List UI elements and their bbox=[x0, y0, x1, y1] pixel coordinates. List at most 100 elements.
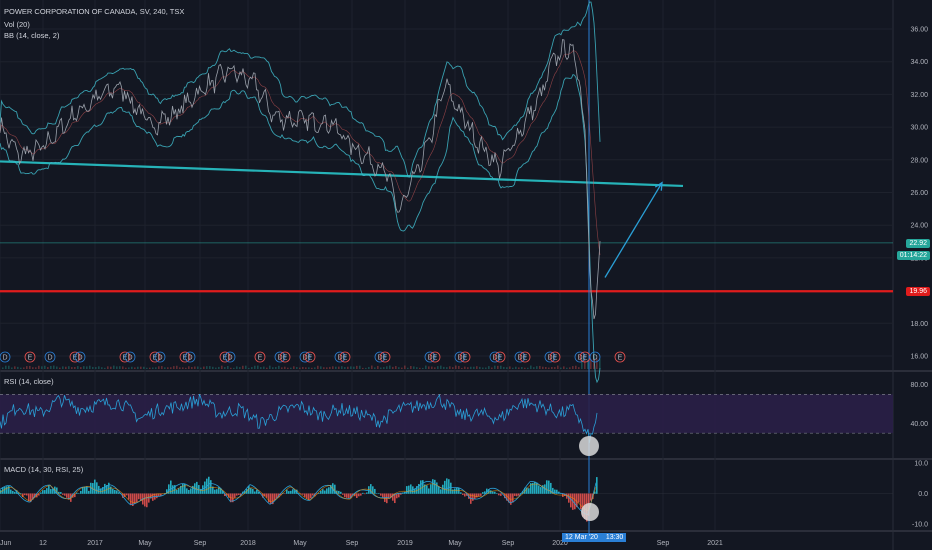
volume-bar bbox=[371, 365, 373, 369]
volume-bar bbox=[374, 367, 376, 369]
rsi-pane bbox=[0, 393, 893, 456]
rsi-legend[interactable]: RSI (14, close) bbox=[4, 377, 54, 386]
macd-histogram-bar bbox=[126, 493, 128, 496]
macd-histogram-bar bbox=[176, 489, 178, 494]
volume-bar bbox=[86, 366, 88, 369]
macd-histogram-bar bbox=[280, 493, 282, 496]
macd-histogram-bar bbox=[102, 487, 104, 494]
volume-bar bbox=[266, 367, 268, 369]
macd-histogram-bar bbox=[480, 493, 482, 496]
dividend-marker bbox=[274, 351, 286, 363]
x-tick-label: 2020 bbox=[552, 540, 568, 547]
dividend-marker bbox=[184, 351, 196, 363]
chart-title[interactable]: POWER CORPORATION OF CANADA, SV, 240, TS… bbox=[4, 7, 185, 16]
macd-histogram-bar bbox=[396, 493, 398, 499]
volume-bar bbox=[518, 367, 520, 369]
macd-histogram-bar bbox=[140, 493, 142, 502]
volume-bar bbox=[440, 365, 442, 369]
macd-histogram-bar bbox=[394, 493, 396, 504]
macd-histogram-bar bbox=[376, 493, 378, 494]
volume-bar bbox=[464, 366, 466, 369]
volume-bar bbox=[392, 366, 394, 369]
macd-histogram-bar bbox=[440, 489, 442, 494]
volume-bar bbox=[581, 357, 583, 369]
volume-bar bbox=[368, 366, 370, 369]
macd-line bbox=[0, 480, 597, 516]
macd-histogram-bar bbox=[452, 489, 454, 494]
macd-histogram-bar bbox=[370, 484, 372, 494]
volume-bar bbox=[191, 367, 193, 369]
y-tick-label: 30.00 bbox=[910, 125, 928, 132]
volume-bar bbox=[56, 366, 58, 369]
volume-bar bbox=[263, 366, 265, 369]
macd-histogram-bar bbox=[568, 493, 570, 503]
x-tick-label: May bbox=[138, 540, 152, 547]
earnings-marker-label: E bbox=[553, 355, 558, 362]
macd-histogram-bar bbox=[270, 493, 272, 504]
macd-histogram-bar bbox=[250, 488, 252, 494]
macd-histogram-bar bbox=[256, 489, 258, 494]
volume-bar bbox=[188, 366, 190, 369]
macd-histogram-bar bbox=[212, 486, 214, 494]
volume-bar bbox=[554, 367, 556, 369]
x-tick-label: May bbox=[448, 540, 462, 547]
volume-bar bbox=[524, 367, 526, 369]
projection-arrow-head bbox=[654, 181, 663, 191]
dividend-marker bbox=[0, 351, 11, 363]
volume-bar bbox=[326, 367, 328, 369]
x-tick-label: 2019 bbox=[397, 540, 413, 547]
volume-bar bbox=[107, 366, 109, 369]
volume-bar bbox=[14, 366, 16, 369]
volume-bar bbox=[110, 366, 112, 369]
volume-bar bbox=[137, 366, 139, 369]
rsi-tick-label: 80.00 bbox=[910, 382, 928, 389]
macd-histogram-bar bbox=[32, 493, 34, 500]
macd-histogram-bar bbox=[596, 477, 598, 494]
macd-histogram-bar bbox=[292, 489, 294, 494]
volume-bar bbox=[23, 367, 25, 369]
volume-bar bbox=[20, 367, 22, 369]
volume-bar bbox=[305, 367, 307, 369]
volume-bar bbox=[434, 367, 436, 369]
macd-legend[interactable]: MACD (14, 30, RSI, 25) bbox=[4, 465, 84, 474]
dividend-marker bbox=[374, 351, 386, 363]
macd-histogram-bar bbox=[6, 486, 8, 494]
macd-histogram-bar bbox=[56, 487, 58, 494]
macd-histogram-bar bbox=[182, 483, 184, 494]
macd-histogram-bar bbox=[476, 493, 478, 498]
volume-bar bbox=[74, 366, 76, 369]
volume-bar bbox=[470, 366, 472, 369]
macd-histogram-bar bbox=[374, 488, 376, 494]
macd-histogram-bar bbox=[322, 489, 324, 494]
macd-histogram-bar bbox=[338, 490, 340, 494]
dividend-marker bbox=[489, 351, 501, 363]
crosshair-date-label: 12 Mar '20 13:30 bbox=[562, 533, 627, 542]
earnings-marker-label: E bbox=[283, 355, 288, 362]
x-tick-label: Jun bbox=[0, 540, 11, 547]
earnings-marker-label: E bbox=[523, 355, 528, 362]
volume-bar bbox=[65, 366, 67, 369]
y-tick-label: 32.00 bbox=[910, 92, 928, 99]
macd-histogram-bar bbox=[160, 493, 162, 496]
macd-histogram-bar bbox=[94, 479, 96, 494]
macd-histogram-bar bbox=[134, 493, 136, 504]
volume-legend[interactable]: Vol (20) bbox=[4, 20, 30, 29]
macd-histogram-bar bbox=[304, 493, 306, 497]
macd-histogram-bar bbox=[174, 485, 176, 494]
earnings-marker bbox=[614, 351, 626, 363]
earnings-marker bbox=[69, 351, 81, 363]
macd-histogram-bar bbox=[8, 485, 10, 494]
dividend-marker-label: D bbox=[157, 355, 162, 362]
volume-bar bbox=[83, 366, 85, 369]
macd-histogram-bar bbox=[136, 493, 138, 503]
macd-histogram-bar bbox=[130, 493, 132, 506]
volume-bar bbox=[152, 367, 154, 369]
macd-histogram-bar bbox=[66, 493, 68, 498]
bb-legend[interactable]: BB (14, close, 2) bbox=[4, 31, 60, 40]
volume-bar bbox=[17, 366, 19, 369]
macd-histogram-bar bbox=[550, 482, 552, 494]
macd-histogram-bar bbox=[78, 493, 80, 494]
macd-histogram-bar bbox=[42, 490, 44, 494]
volume-bar bbox=[584, 359, 586, 369]
macd-histogram-bar bbox=[262, 493, 264, 498]
